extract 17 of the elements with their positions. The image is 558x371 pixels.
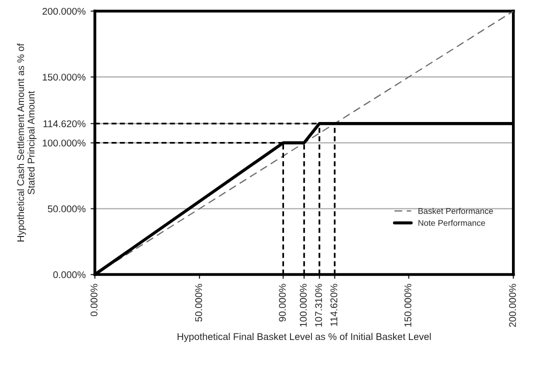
y-axis-title: Hypothetical Cash Settlement Amount as % of Stated Principal Amount xyxy=(16,43,36,242)
x-tick-label: 100.000% xyxy=(300,284,307,327)
y-tick-label: 200.000% xyxy=(42,8,86,15)
legend-label: Basket Performance xyxy=(418,208,493,214)
y-tick-label: 150.000% xyxy=(42,74,86,81)
y-tick-label: 114.620% xyxy=(44,120,86,128)
x-tick-label: 150.000% xyxy=(404,284,412,327)
y-tick-label: 100.000% xyxy=(42,140,86,146)
y-tick-label: 50.000% xyxy=(48,205,86,212)
legend-label: Note Performance xyxy=(418,220,486,226)
x-tick-label: 50.000% xyxy=(195,284,202,322)
x-tick-label: 200.000% xyxy=(509,284,516,327)
x-tick-label: 114.620% xyxy=(330,284,338,326)
x-tick-label: 90.000% xyxy=(278,284,286,322)
x-tick-label: 107.310% xyxy=(315,284,322,327)
y-tick-label: 0.000% xyxy=(53,271,86,278)
x-axis-title: Hypothetical Final Basket Level as % of Initial Basket Level xyxy=(178,332,431,342)
